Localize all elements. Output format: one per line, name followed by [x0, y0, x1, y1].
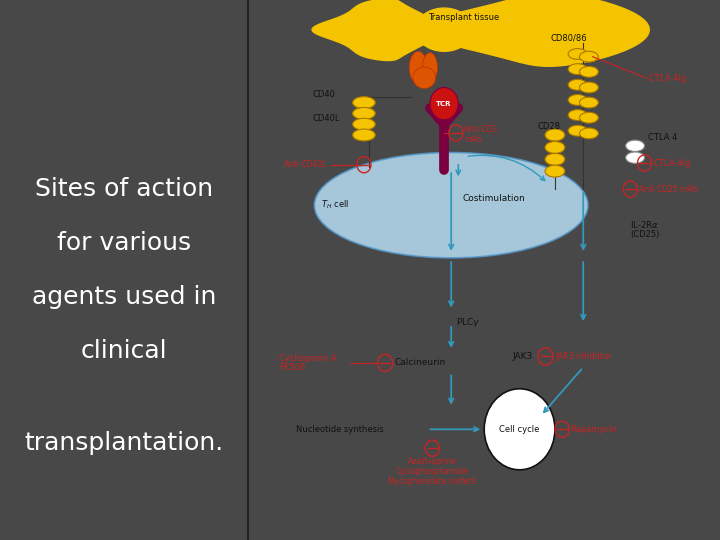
Circle shape	[484, 389, 555, 470]
Ellipse shape	[353, 97, 375, 109]
Text: for various: for various	[57, 231, 192, 255]
Text: JAK3 inhibitor: JAK3 inhibitor	[555, 352, 612, 361]
Text: clinical: clinical	[81, 339, 168, 363]
Ellipse shape	[580, 51, 598, 62]
Ellipse shape	[568, 79, 587, 90]
Text: Rapamycin: Rapamycin	[570, 425, 617, 434]
Ellipse shape	[545, 141, 565, 153]
Text: CD40L: CD40L	[312, 114, 340, 123]
Text: CTLA 4Ig: CTLA 4Ig	[649, 74, 686, 83]
Text: agents used in: agents used in	[32, 285, 217, 309]
Ellipse shape	[545, 129, 565, 141]
Ellipse shape	[568, 125, 587, 136]
FancyArrowPatch shape	[468, 156, 545, 180]
Text: Costimulation: Costimulation	[462, 194, 525, 202]
Text: Mycophenolate mofetil: Mycophenolate mofetil	[388, 477, 476, 485]
Ellipse shape	[568, 94, 587, 105]
Text: Anti CD25 mAb: Anti CD25 mAb	[639, 185, 698, 193]
Text: Cell cycle: Cell cycle	[500, 425, 540, 434]
Text: CD80/86: CD80/86	[550, 33, 587, 42]
Text: Calcineurin: Calcineurin	[395, 359, 446, 367]
Text: FK506: FK506	[279, 363, 305, 372]
Ellipse shape	[580, 128, 598, 139]
Ellipse shape	[545, 153, 565, 165]
Ellipse shape	[626, 140, 644, 151]
Ellipse shape	[353, 129, 375, 141]
Text: CTLA 4: CTLA 4	[648, 133, 678, 142]
Ellipse shape	[626, 152, 644, 163]
Text: CD40: CD40	[312, 90, 335, 99]
Ellipse shape	[353, 107, 375, 119]
Text: $T_H$ cell: $T_H$ cell	[322, 199, 350, 212]
Polygon shape	[312, 0, 439, 60]
Ellipse shape	[580, 82, 598, 93]
Text: Transplant tissue: Transplant tissue	[428, 14, 499, 23]
Text: Anti-CD3: Anti-CD3	[464, 125, 499, 134]
Ellipse shape	[409, 51, 427, 84]
Text: transplantation.: transplantation.	[24, 431, 224, 455]
Text: CTLA-4Ig: CTLA-4Ig	[653, 159, 690, 167]
Ellipse shape	[568, 64, 587, 75]
FancyArrowPatch shape	[456, 165, 461, 174]
Text: mAb: mAb	[464, 135, 482, 144]
Ellipse shape	[315, 152, 588, 258]
Text: TCR: TCR	[436, 101, 452, 107]
Ellipse shape	[580, 112, 598, 123]
Text: Nucleotide synthesis: Nucleotide synthesis	[296, 425, 383, 434]
Text: Sites of action: Sites of action	[35, 177, 213, 201]
Ellipse shape	[545, 165, 565, 177]
Text: (CD25): (CD25)	[631, 231, 660, 239]
Ellipse shape	[353, 118, 375, 130]
Ellipse shape	[568, 110, 587, 120]
Text: PLC$\gamma$: PLC$\gamma$	[456, 316, 480, 329]
Text: Cyclosporin A: Cyclosporin A	[279, 354, 336, 362]
Polygon shape	[413, 0, 649, 66]
Text: Cyclophosphamide: Cyclophosphamide	[396, 467, 469, 476]
Text: CD28: CD28	[537, 122, 560, 131]
Text: JAK3: JAK3	[513, 352, 533, 361]
Text: Azathioprine: Azathioprine	[408, 457, 456, 466]
Ellipse shape	[413, 67, 436, 89]
Ellipse shape	[568, 49, 587, 59]
Circle shape	[430, 87, 458, 120]
Polygon shape	[416, 8, 472, 51]
Text: IL-2R$\alpha$: IL-2R$\alpha$	[631, 219, 659, 230]
Ellipse shape	[580, 66, 598, 77]
Text: Anti-CD40L: Anti-CD40L	[284, 160, 327, 169]
Ellipse shape	[423, 52, 438, 82]
Ellipse shape	[580, 97, 598, 108]
